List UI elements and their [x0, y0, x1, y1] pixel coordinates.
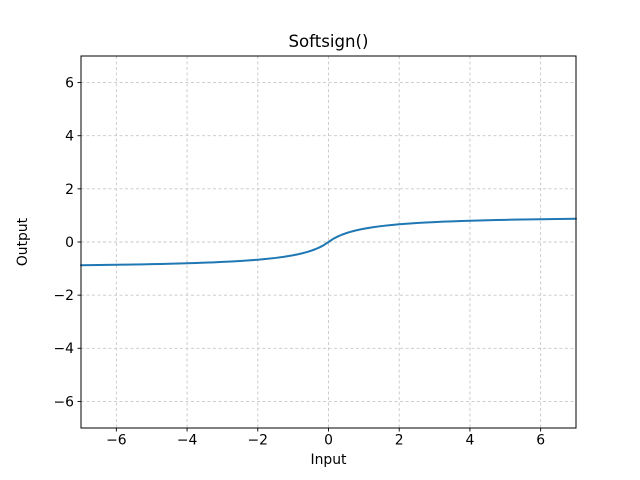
- y-tick-label: 0: [65, 235, 74, 251]
- y-tick-label: −6: [54, 394, 74, 410]
- x-tick-label: 2: [395, 433, 404, 449]
- x-tick-label: −2: [248, 433, 268, 449]
- x-tick-label: −6: [106, 433, 126, 449]
- y-axis-label: Output: [15, 217, 31, 267]
- chart-title: Softsign(): [288, 32, 369, 51]
- softsign-curve: [80, 217, 577, 267]
- x-axis-label: Input: [310, 452, 347, 468]
- x-tick-label: 4: [466, 433, 475, 449]
- x-tick-label: −4: [177, 433, 198, 449]
- y-tick-label: 6: [65, 75, 74, 91]
- x-tick-label: 6: [536, 433, 545, 449]
- y-tick-label: −2: [54, 288, 74, 304]
- y-tick-label: 2: [65, 182, 74, 198]
- x-tick-label: 0: [324, 433, 333, 449]
- y-tick-label: −4: [54, 341, 75, 357]
- y-tick-label: 4: [65, 129, 74, 145]
